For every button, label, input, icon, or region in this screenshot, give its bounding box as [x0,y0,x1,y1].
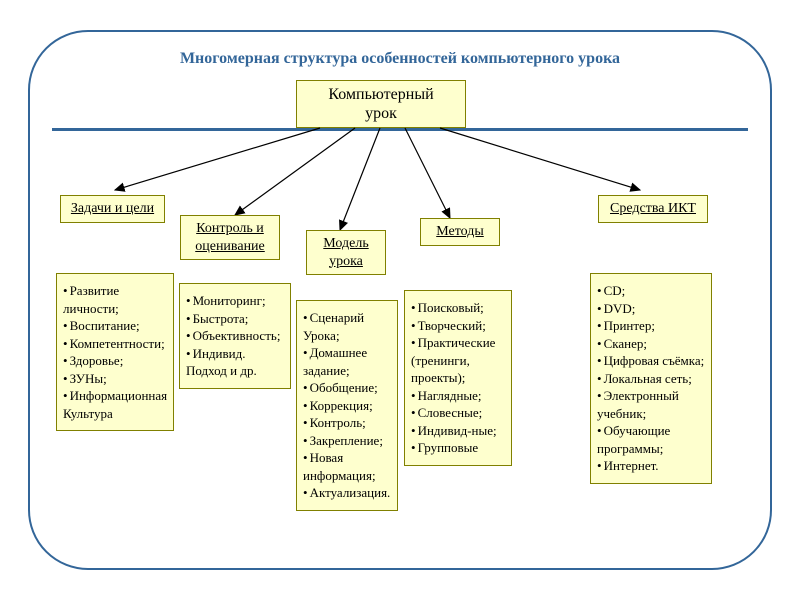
list-item: Локальная сеть; [597,370,705,388]
list-item: Наглядные; [411,387,505,405]
root-node-label: Компьютерныйурок [328,86,433,122]
root-node: Компьютерныйурок [296,80,466,128]
item-list: Поисковый;Творческий;Практические (трени… [409,299,505,457]
list-item: Закрепление; [303,432,391,450]
control-list: Мониторинг;Быстрота;Объективность;Индиви… [179,283,291,389]
item-list: Мониторинг;Быстрота;Объективность;Индиви… [184,292,284,380]
list-item: Электронный учебник; [597,387,705,422]
category-goals: Задачи и цели [60,195,165,223]
list-item: Объективность; [186,327,284,345]
list-item: Быстрота; [186,310,284,328]
ikt-list: CD;DVD;Принтер;Сканер;Цифровая съёмка;Ло… [590,273,712,484]
list-item: Поисковый; [411,299,505,317]
list-item: DVD; [597,300,705,318]
list-item: Принтер; [597,317,705,335]
item-list: Сценарий Урока;Домашнее задание;Обобщени… [301,309,391,502]
list-item: ЗУНы; [63,370,167,388]
list-item: Новая информация; [303,449,391,484]
list-item: Информационная Культура [63,387,167,422]
category-label: Контроль иоценивание [195,221,265,254]
divider-line [52,128,748,131]
list-item: Развитие личности; [63,282,167,317]
item-list: CD;DVD;Принтер;Сканер;Цифровая съёмка;Ло… [595,282,705,475]
category-label: Задачи и цели [71,201,154,216]
list-item: Сценарий Урока; [303,309,391,344]
category-label: Модель урока [323,236,368,269]
list-item: Цифровая съёмка; [597,352,705,370]
list-item: Интернет. [597,457,705,475]
category-control: Контроль иоценивание [180,215,280,260]
list-item: Групповые [411,439,505,457]
list-item: Компетентности; [63,335,167,353]
list-item: CD; [597,282,705,300]
list-item: Творческий; [411,317,505,335]
category-ikt: Средства ИКТ [598,195,708,223]
list-item: Контроль; [303,414,391,432]
model-list: Сценарий Урока;Домашнее задание;Обобщени… [296,300,398,511]
list-item: Индивид-ные; [411,422,505,440]
category-label: Методы [436,224,484,239]
list-item: Индивид. Подход и др. [186,345,284,380]
list-item: Воспитание; [63,317,167,335]
list-item: Словесные; [411,404,505,422]
list-item: Мониторинг; [186,292,284,310]
list-item: Домашнее задание; [303,344,391,379]
list-item: Коррекция; [303,397,391,415]
list-item: Обобщение; [303,379,391,397]
methods-list: Поисковый;Творческий;Практические (трени… [404,290,512,466]
diagram-title: Многомерная структура особенностей компь… [80,50,720,68]
goals-list: Развитие личности;Воспитание;Компетентно… [56,273,174,431]
category-methods: Методы [420,218,500,246]
item-list: Развитие личности;Воспитание;Компетентно… [61,282,167,422]
list-item: Обучающие программы; [597,422,705,457]
list-item: Сканер; [597,335,705,353]
list-item: Здоровье; [63,352,167,370]
category-label: Средства ИКТ [610,201,696,216]
list-item: Практические (тренинги, проекты); [411,334,505,387]
list-item: Актуализация. [303,484,391,502]
category-model: Модель урока [306,230,386,275]
